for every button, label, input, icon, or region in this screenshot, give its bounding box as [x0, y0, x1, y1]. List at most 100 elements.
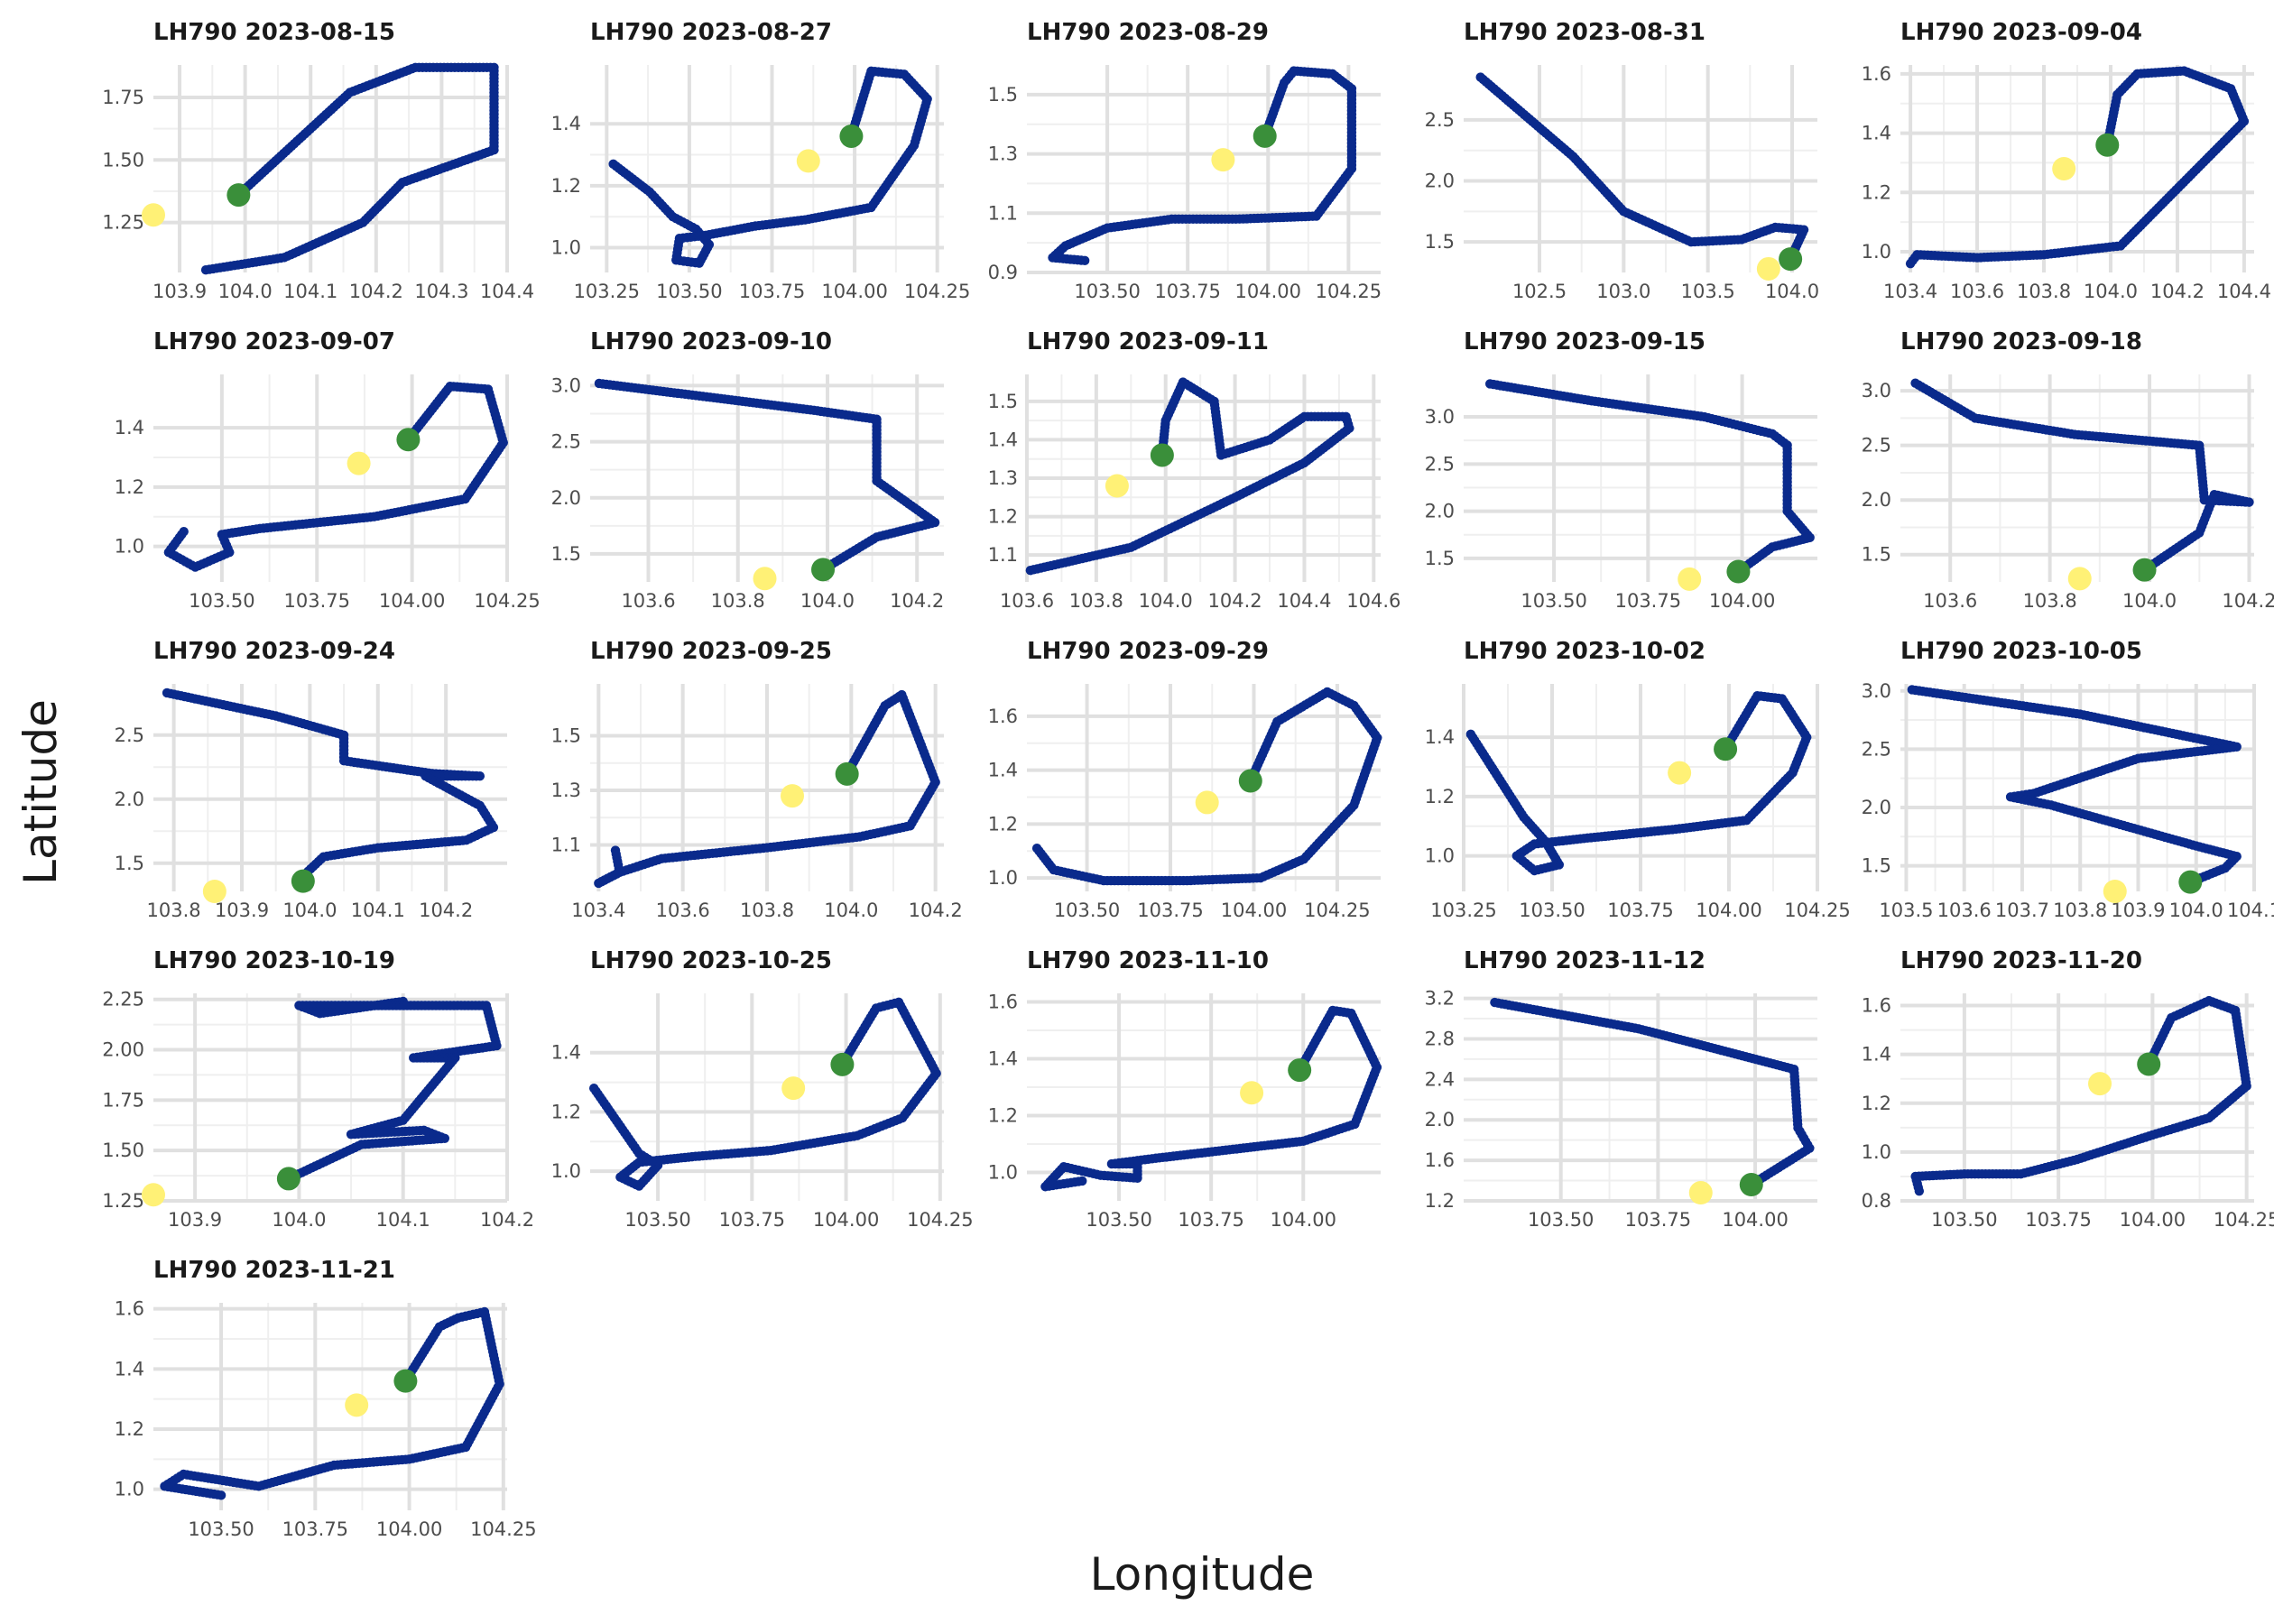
facet-panel: 103.50 103.75 104.00 104.25 0.8 1.0 1.2 1.4 1.6 L…: [1862, 947, 2274, 1231]
y-tick-label: 2.0: [1425, 1109, 1455, 1130]
x-tick-label: 104.6: [1346, 590, 1400, 612]
panel-title: LH790 2023-08-29: [1027, 19, 1269, 46]
y-tick-label: 2.5: [1862, 738, 1891, 760]
y-tick-label: 3.0: [1862, 380, 1891, 401]
x-tick-label: 104.25: [907, 1209, 973, 1231]
panel-title: LH790 2023-11-12: [1464, 947, 1706, 974]
origin-marker: [2137, 1052, 2161, 1076]
y-tick-label: 1.4: [551, 113, 581, 134]
y-tick-label: 1.1: [988, 544, 1018, 566]
x-tick-label: 104.00: [379, 590, 445, 612]
y-tick-label: 1.5: [1425, 548, 1455, 569]
y-tick-label: 1.5: [551, 543, 581, 565]
y-tick-label: 1.0: [551, 237, 581, 259]
reference-marker: [202, 880, 226, 903]
x-tick-label: 103.9: [215, 900, 269, 921]
facet-panel: 103.8 103.9 104.0 104.1 104.2 1.5 2.0 2.5 LH790 …: [115, 638, 507, 921]
origin-marker: [2132, 558, 2157, 582]
y-tick-label: 1.0: [115, 1479, 144, 1500]
y-tick-label: 3.0: [1425, 406, 1455, 428]
y-tick-label: 1.6: [1862, 995, 1891, 1017]
x-tick-label: 104.25: [470, 1518, 536, 1540]
x-tick-label: 104.0: [282, 900, 337, 921]
y-tick-label: 1.4: [1862, 1044, 1891, 1066]
x-tick-label: 104.2: [480, 1209, 534, 1231]
panel-title: LH790 2023-09-04: [1900, 19, 2142, 46]
facet-panel: 103.9 104.0 104.1 104.2 1.25 1.50 1.75 2.00 2.25…: [102, 947, 534, 1231]
x-tick-label: 104.0: [800, 590, 855, 612]
x-tick-label: 104.2: [909, 900, 963, 921]
x-tick-label: 104.25: [904, 281, 970, 302]
y-tick-label: 1.5: [988, 84, 1018, 106]
x-tick-label: 103.8: [1069, 590, 1123, 612]
x-tick-label: 103.6: [1950, 281, 2004, 302]
y-tick-label: 1.1: [988, 202, 1018, 224]
facet-panel: 103.50 103.75 104.00 104.25 1.0 1.2 1.4 LH790 2…: [115, 328, 541, 612]
x-tick-label: 104.2: [2222, 590, 2274, 612]
x-tick-label: 104.00: [1271, 1209, 1336, 1231]
facet-panel: 103.50 103.75 104.00 104.25 1.0 1.2 1.4 1.6 LH79…: [988, 638, 1382, 921]
y-tick-label: 2.0: [115, 789, 144, 810]
y-tick-label: 1.4: [988, 1047, 1018, 1069]
x-tick-label: 103.50: [1519, 900, 1585, 921]
x-tick-label: 103.75: [739, 281, 805, 302]
origin-marker: [396, 428, 421, 452]
y-tick-label: 1.6: [988, 706, 1018, 727]
x-tick-label: 103.6: [656, 900, 710, 921]
y-tick-label: 1.75: [102, 87, 144, 108]
y-tick-label: 1.4: [551, 1042, 581, 1064]
y-tick-label: 0.8: [1862, 1190, 1891, 1212]
reference-marker: [2067, 567, 2092, 591]
facet-panel: 103.25 103.50 103.75 104.00 104.25 1.0 1.2 1.4 L…: [1425, 638, 1851, 921]
origin-marker: [1714, 737, 1738, 761]
y-tick-label: 1.50: [102, 149, 144, 171]
x-tick-label: 104.4: [2217, 281, 2271, 302]
y-tick-label: 1.25: [102, 1190, 144, 1212]
x-tick-label: 103.50: [1086, 1209, 1151, 1231]
y-tick-label: 3.0: [551, 374, 581, 396]
x-tick-label: 103.25: [574, 281, 640, 302]
panel-title: LH790 2023-09-25: [590, 638, 832, 665]
y-tick-label: 1.3: [988, 143, 1018, 165]
origin-marker: [2178, 870, 2203, 894]
x-tick-label: 103.4: [571, 900, 625, 921]
y-tick-label: 1.2: [1862, 1093, 1891, 1114]
y-tick-label: 1.2: [551, 1101, 581, 1122]
reference-marker: [796, 149, 820, 173]
panel-title: LH790 2023-11-21: [153, 1257, 395, 1284]
reference-marker: [1240, 1081, 1264, 1105]
x-tick-label: 104.4: [480, 281, 534, 302]
x-tick-label: 103.50: [188, 1518, 254, 1540]
y-tick-label: 1.6: [988, 991, 1018, 1012]
x-tick-label: 104.2: [349, 281, 403, 302]
x-tick-label: 103.4: [1883, 281, 1937, 302]
x-tick-label: 103.75: [282, 1518, 348, 1540]
y-tick-label: 1.0: [1425, 845, 1455, 867]
y-tick-label: 2.5: [1425, 453, 1455, 475]
y-tick-label: 1.4: [988, 429, 1018, 450]
reference-marker: [2103, 880, 2127, 903]
x-tick-label: 103.8: [740, 900, 794, 921]
x-tick-label: 104.25: [1304, 900, 1370, 921]
y-tick-label: 1.75: [102, 1089, 144, 1111]
y-tick-label: 1.2: [988, 1104, 1018, 1126]
x-tick-label: 103.9: [2111, 900, 2165, 921]
facet-panel: 103.6 103.8 104.0 104.2 1.5 2.0 2.5 3.0 LH790 20…: [551, 328, 945, 612]
panel-title: LH790 2023-10-05: [1900, 638, 2142, 665]
y-tick-label: 2.0: [1862, 489, 1891, 511]
panel-title: LH790 2023-11-20: [1900, 947, 2142, 974]
reference-marker: [753, 567, 777, 591]
x-tick-label: 103.6: [1000, 590, 1054, 612]
reference-marker: [1211, 148, 1235, 172]
x-tick-label: 103.75: [2025, 1209, 2091, 1231]
y-tick-label: 2.4: [1425, 1068, 1455, 1090]
origin-marker: [2095, 133, 2120, 157]
x-tick-label: 103.75: [1607, 900, 1673, 921]
y-tick-label: 1.2: [115, 1418, 144, 1440]
y-tick-label: 2.0: [551, 487, 581, 509]
facet-panel: 103.9 104.0 104.1 104.2 104.3 104.4 1.25 1.50 1.…: [102, 19, 534, 302]
y-tick-label: 1.4: [1425, 726, 1455, 748]
y-tick-label: 1.5: [551, 725, 581, 747]
x-tick-label: 103.6: [621, 590, 675, 612]
panel-title: LH790 2023-09-29: [1027, 638, 1269, 665]
